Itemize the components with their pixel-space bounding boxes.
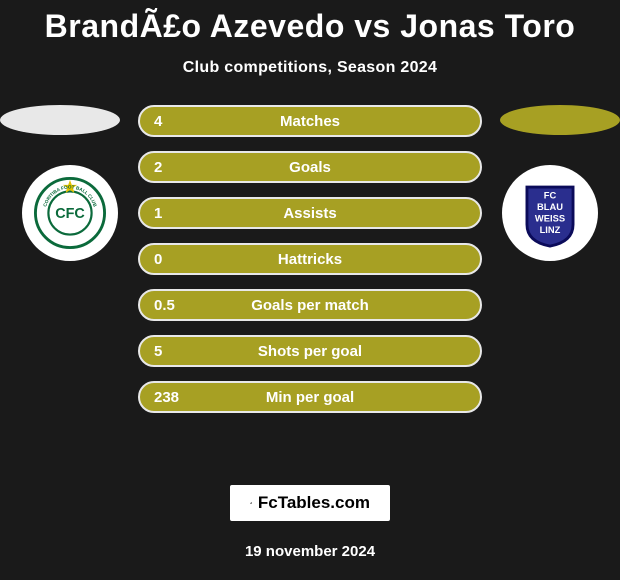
brand-badge: FcTables.com: [230, 485, 390, 521]
fctables-logo-icon: [250, 494, 252, 512]
player-disc-left: [0, 105, 120, 135]
stat-value-left: 2: [154, 159, 194, 176]
stat-row: 2 Goals: [138, 151, 482, 183]
stat-row: 5 Shots per goal: [138, 335, 482, 367]
stat-label: Goals per match: [251, 297, 369, 314]
svg-text:LINZ: LINZ: [540, 225, 561, 235]
stat-row: 4 Matches: [138, 105, 482, 137]
stat-value-left: 0.5: [154, 297, 194, 314]
stat-row: 0.5 Goals per match: [138, 289, 482, 321]
stat-value-left: 0: [154, 251, 194, 268]
coritiba-crest-icon: CFC CORITIBA FOOT BALL CLUB: [34, 177, 106, 249]
stat-value-left: 238: [154, 389, 194, 406]
main-area: CFC CORITIBA FOOT BALL CLUB FC BLAU WEIS…: [0, 105, 620, 463]
brand-label: FcTables.com: [258, 493, 370, 513]
player-disc-right: [500, 105, 620, 135]
stat-value-left: 4: [154, 113, 194, 130]
subtitle: Club competitions, Season 2024: [183, 59, 437, 77]
stat-label: Goals: [289, 159, 331, 176]
stat-row: 238 Min per goal: [138, 381, 482, 413]
stat-value-left: 1: [154, 205, 194, 222]
club-badge-right: FC BLAU WEISS LINZ: [502, 165, 598, 261]
root-container: BrandÃ£o Azevedo vs Jonas Toro Club comp…: [0, 0, 620, 580]
blau-weiss-linz-crest-icon: FC BLAU WEISS LINZ: [514, 177, 586, 249]
footer-date: 19 november 2024: [245, 543, 375, 560]
stat-label: Hattricks: [278, 251, 342, 268]
stat-row: 1 Assists: [138, 197, 482, 229]
stat-row: 0 Hattricks: [138, 243, 482, 275]
stat-label: Shots per goal: [258, 343, 362, 360]
svg-text:CFC: CFC: [55, 206, 85, 222]
stat-label: Min per goal: [266, 389, 354, 406]
stat-value-left: 5: [154, 343, 194, 360]
svg-text:BLAU: BLAU: [537, 202, 563, 212]
svg-text:WEISS: WEISS: [535, 214, 565, 224]
stat-label: Matches: [280, 113, 340, 130]
page-title: BrandÃ£o Azevedo vs Jonas Toro: [45, 8, 576, 45]
svg-text:FC: FC: [544, 191, 557, 201]
stats-list: 4 Matches 2 Goals 1 Assists 0 Hattricks 0.5 Goals…: [138, 105, 482, 413]
stat-label: Assists: [283, 205, 336, 222]
club-badge-left: CFC CORITIBA FOOT BALL CLUB: [22, 165, 118, 261]
